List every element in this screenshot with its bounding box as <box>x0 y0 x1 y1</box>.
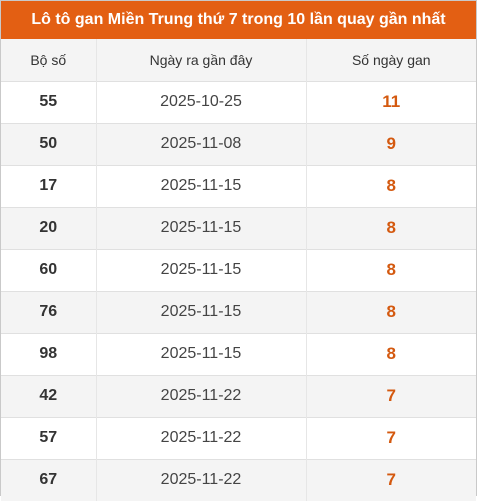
header-last-date: Ngày ra gần đây <box>96 39 307 81</box>
table-row: 57 2025-11-22 7 <box>1 416 476 459</box>
cell-date: 2025-11-15 <box>96 290 307 333</box>
cell-date: 2025-10-25 <box>96 80 307 123</box>
cell-days: 8 <box>306 332 476 375</box>
table-row: 42 2025-11-22 7 <box>1 374 476 417</box>
cell-number: 17 <box>1 164 97 207</box>
cell-date: 2025-11-22 <box>96 416 307 459</box>
table-row: 60 2025-11-15 8 <box>1 248 476 291</box>
cell-date: 2025-11-15 <box>96 332 307 375</box>
table-row: 17 2025-11-15 8 <box>1 164 476 207</box>
panel-title: Lô tô gan Miền Trung thứ 7 trong 10 lần … <box>1 1 476 39</box>
cell-date: 2025-11-22 <box>96 374 307 417</box>
table-row: 55 2025-10-25 11 <box>1 80 476 123</box>
cell-date: 2025-11-15 <box>96 248 307 291</box>
header-days: Số ngày gan <box>351 51 431 68</box>
cell-number: 20 <box>1 206 97 249</box>
table-header-row: Bộ số Ngày ra gần đây Số ngày gan <box>1 39 476 81</box>
table-row: 67 2025-11-22 7 <box>1 458 476 501</box>
cell-days: 9 <box>306 122 476 165</box>
cell-number: 57 <box>1 416 97 459</box>
header-number: Bộ số <box>1 39 97 81</box>
gan-table: Bộ số Ngày ra gần đây Số ngày gan 55 202… <box>1 39 476 501</box>
table-row: 50 2025-11-08 9 <box>1 122 476 165</box>
cell-date: 2025-11-22 <box>96 458 307 501</box>
table-row: 98 2025-11-15 8 <box>1 332 476 375</box>
cell-number: 76 <box>1 290 97 333</box>
table-row: 76 2025-11-15 8 <box>1 290 476 333</box>
cell-days: 11 <box>306 80 476 123</box>
cell-days: 8 <box>306 206 476 249</box>
table-row: 20 2025-11-15 8 <box>1 206 476 249</box>
cell-number: 60 <box>1 248 97 291</box>
cell-number: 42 <box>1 374 97 417</box>
cell-date: 2025-11-15 <box>96 206 307 249</box>
cell-days: 8 <box>306 164 476 207</box>
cell-days: 7 <box>306 374 476 417</box>
cell-days: 8 <box>306 290 476 333</box>
cell-number: 67 <box>1 458 97 501</box>
cell-number: 50 <box>1 122 97 165</box>
cell-number: 55 <box>1 80 97 123</box>
cell-days: 8 <box>306 248 476 291</box>
cell-date: 2025-11-15 <box>96 164 307 207</box>
cell-number: 98 <box>1 332 97 375</box>
cell-days: 7 <box>306 458 476 501</box>
cell-days: 7 <box>306 416 476 459</box>
cell-date: 2025-11-08 <box>96 122 307 165</box>
